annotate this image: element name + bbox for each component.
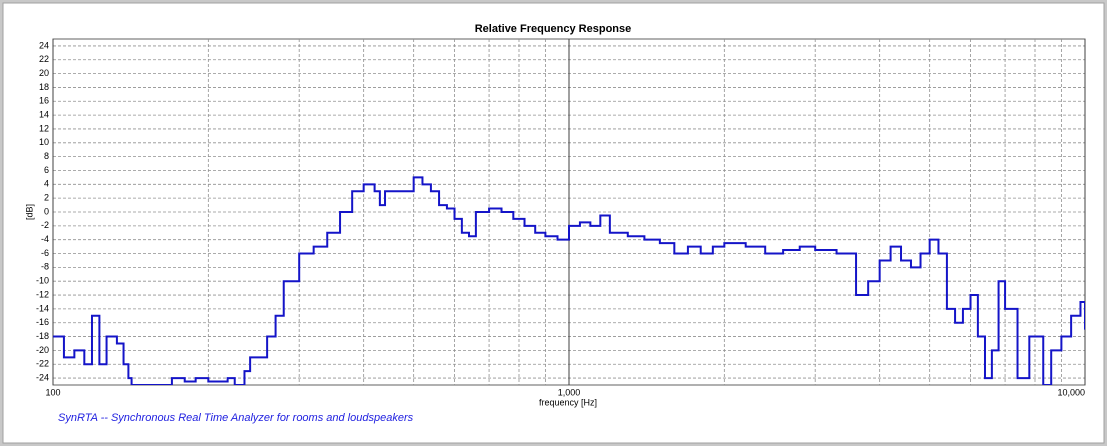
y-tick-label: 10	[39, 137, 49, 147]
y-tick-label: -2	[41, 220, 49, 230]
y-tick-label: -16	[36, 317, 49, 327]
x-tick-label: 1,000	[558, 387, 581, 397]
y-tick-label: -10	[36, 276, 49, 286]
y-tick-label: -4	[41, 234, 49, 244]
chart-title: Relative Frequency Response	[475, 23, 632, 35]
footer: SynRTA -- Synchronous Real Time Analyzer…	[58, 412, 414, 424]
y-tick-label: 22	[39, 54, 49, 64]
x-tick-label: 100	[45, 387, 60, 397]
y-tick-label: 14	[39, 109, 49, 119]
y-tick-label: -14	[36, 303, 49, 313]
y-tick-label: 6	[44, 165, 49, 175]
y-tick-label: -6	[41, 248, 49, 258]
x-axis-label: frequency [Hz]	[539, 397, 597, 407]
y-tick-label: 24	[39, 40, 49, 50]
y-tick-label: -18	[36, 331, 49, 341]
y-tick-label: 8	[44, 151, 49, 161]
y-tick-label: 0	[44, 206, 49, 216]
y-tick-label: -22	[36, 359, 49, 369]
y-tick-label: -24	[36, 372, 49, 382]
response-line	[53, 176, 1085, 385]
y-tick-label: 2	[44, 193, 49, 203]
y-tick-label: -12	[36, 289, 49, 299]
y-tick-label: 16	[39, 96, 49, 106]
y-tick-label: 18	[39, 82, 49, 92]
y-tick-label: 12	[39, 123, 49, 133]
x-tick-label: 10,000	[1057, 387, 1085, 397]
y-tick-label: -20	[36, 345, 49, 355]
y-tick-label: 20	[39, 68, 49, 78]
y-tick-label: 4	[44, 179, 49, 189]
y-tick-label: -8	[41, 262, 49, 272]
y-axis-label: [dB]	[24, 204, 34, 220]
